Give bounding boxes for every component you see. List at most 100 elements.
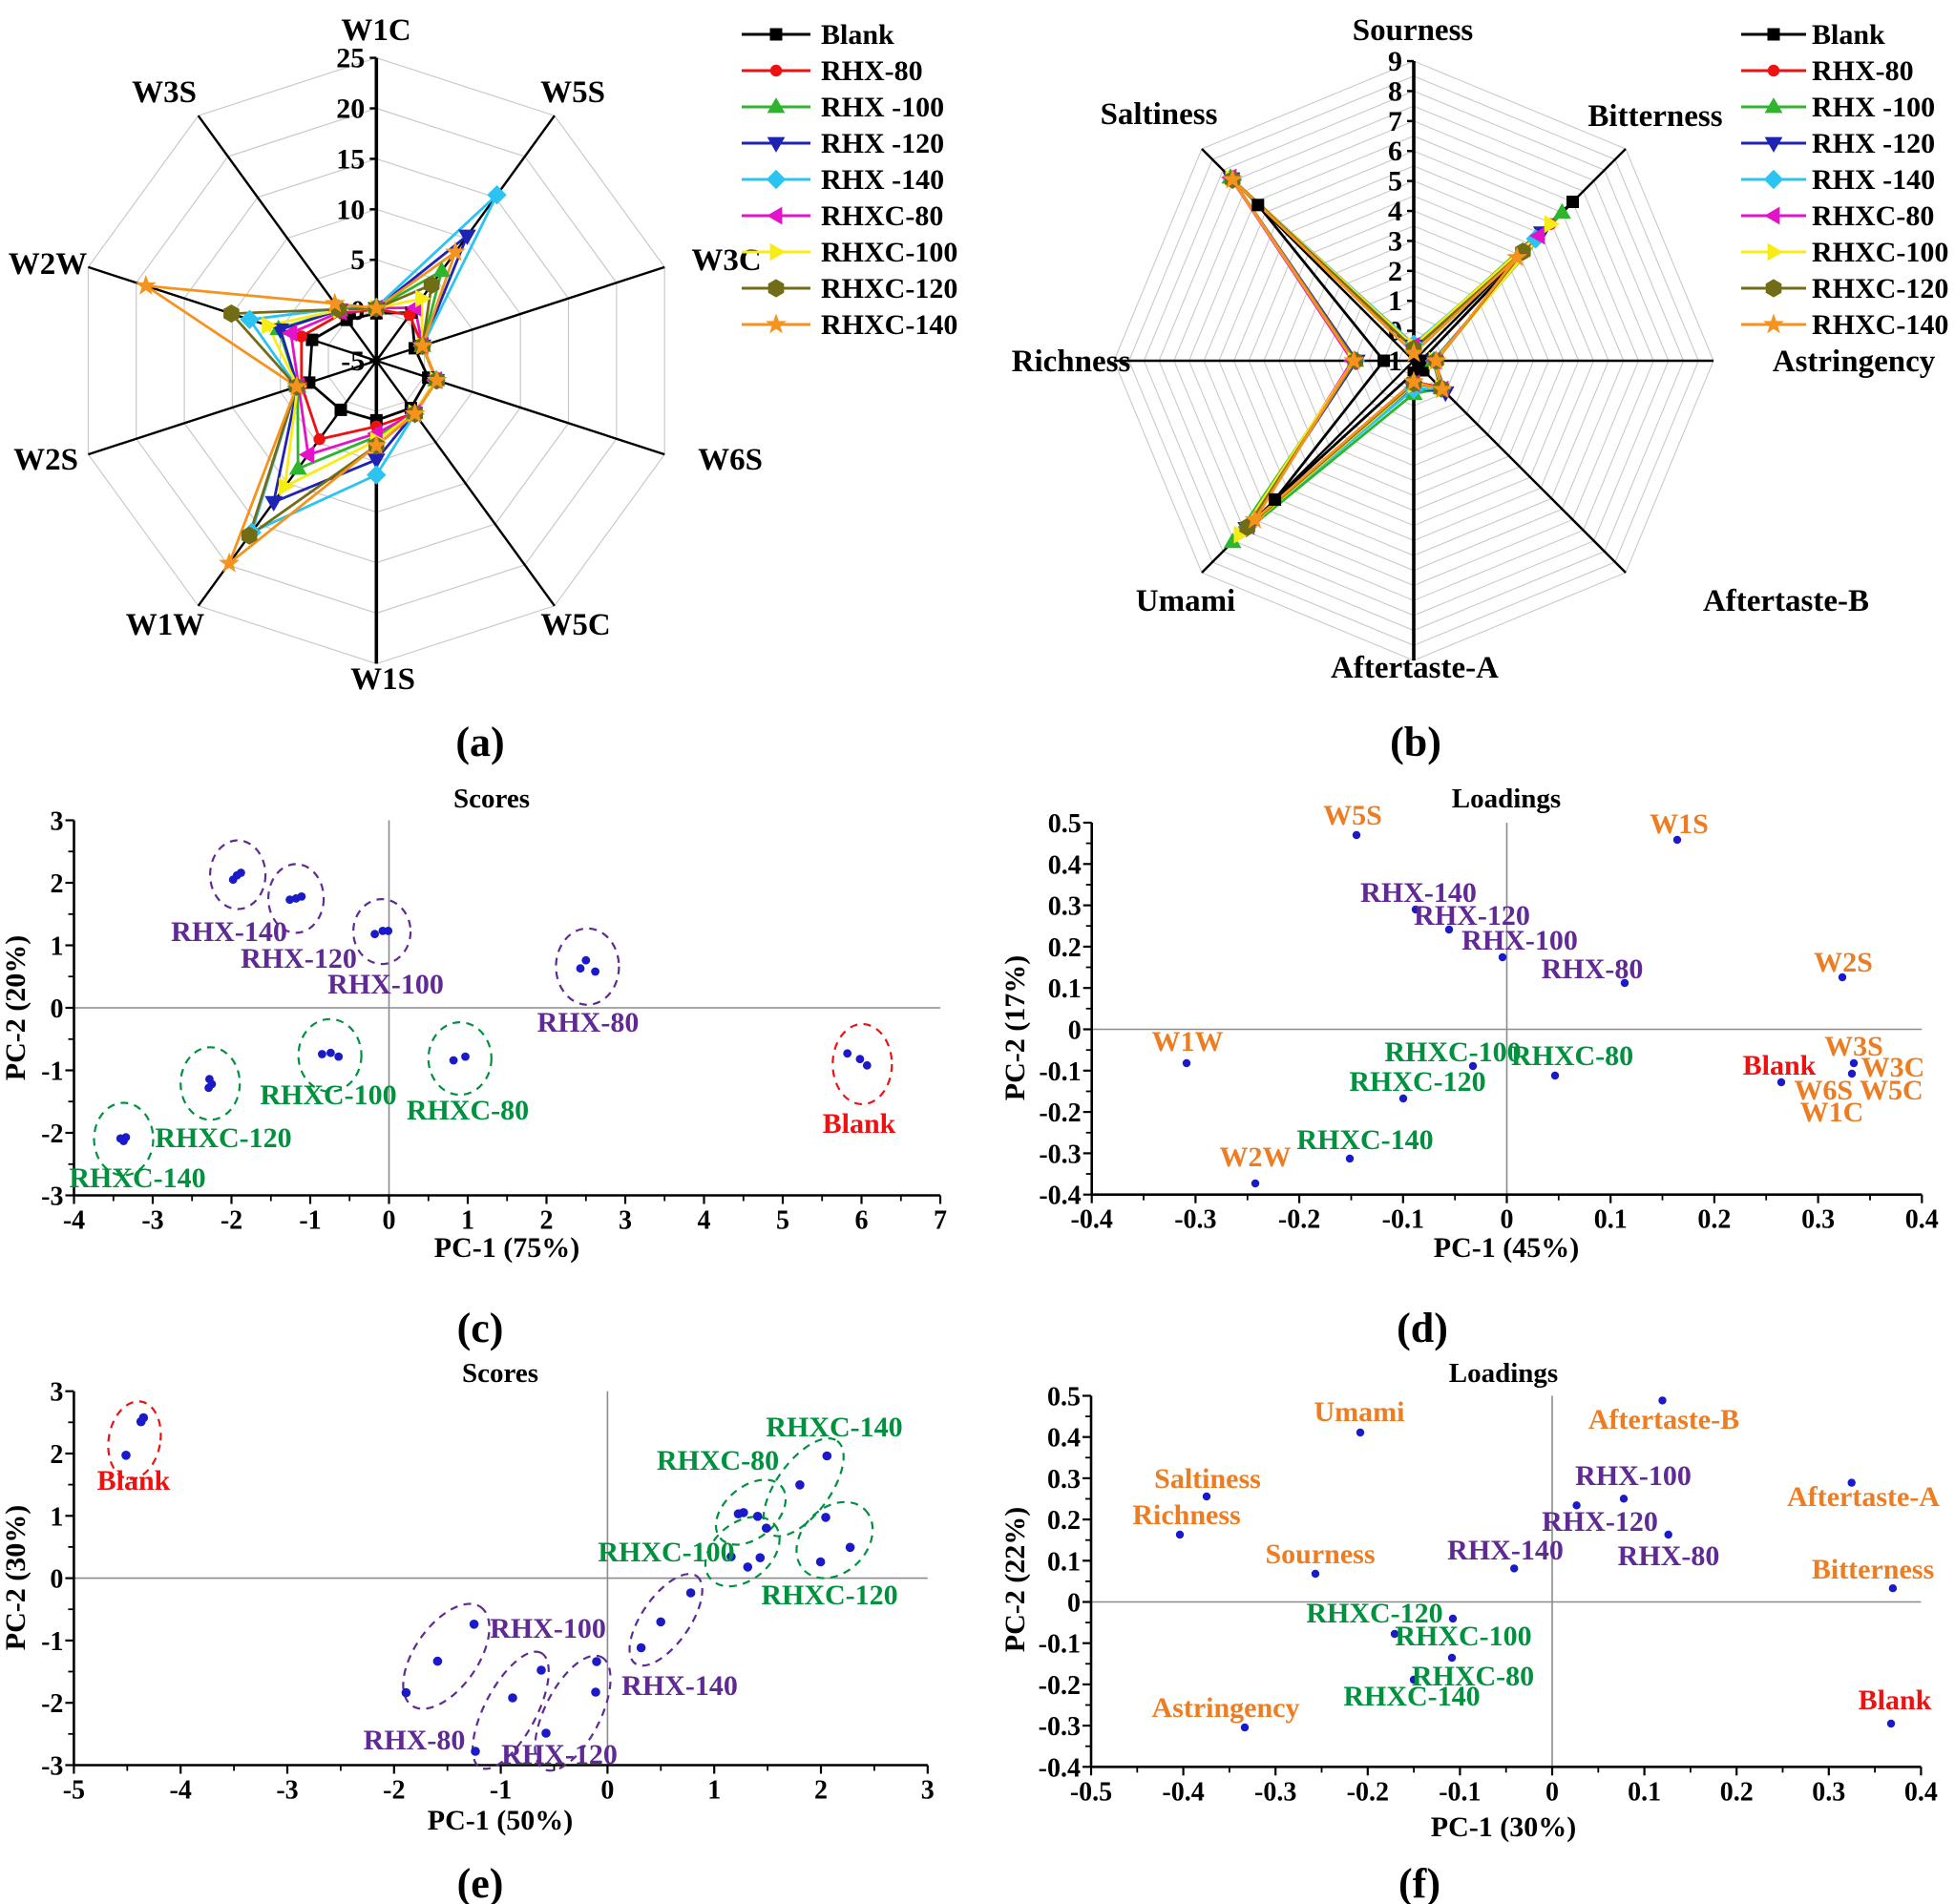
svg-text:-2: -2 [383, 1776, 405, 1806]
svg-text:PC-2 (20%): PC-2 (20%) [0, 935, 32, 1080]
svg-text:PC-1 (30%): PC-1 (30%) [1431, 1811, 1576, 1843]
svg-text:-3: -3 [41, 1182, 63, 1212]
svg-text:RHXC-120: RHXC-120 [1349, 1066, 1485, 1098]
svg-text:Astringency: Astringency [1152, 1692, 1300, 1724]
svg-text:RHXC-120: RHXC-120 [1812, 273, 1948, 304]
svg-text:5: 5 [776, 1206, 789, 1236]
svg-text:0.1: 0.1 [1594, 1205, 1628, 1235]
svg-text:(d): (d) [1397, 1305, 1448, 1351]
svg-text:0: 0 [1501, 1205, 1514, 1235]
svg-text:4: 4 [1388, 196, 1402, 227]
svg-text:0.4: 0.4 [1905, 1205, 1939, 1235]
svg-text:10: 10 [336, 194, 365, 225]
svg-text:0.4: 0.4 [1047, 1424, 1081, 1454]
svg-text:-1: -1 [490, 1776, 512, 1806]
svg-text:RHX -140: RHX -140 [1812, 164, 1935, 196]
svg-text:RHX-120: RHX-120 [501, 1739, 618, 1770]
svg-text:-0.4: -0.4 [1071, 1205, 1113, 1235]
svg-text:PC-1 (50%): PC-1 (50%) [428, 1805, 573, 1836]
svg-text:Sourness: Sourness [1353, 13, 1474, 48]
svg-text:RHX -100: RHX -100 [1812, 92, 1935, 123]
svg-text:Loadings: Loadings [1452, 784, 1561, 814]
svg-text:4: 4 [698, 1206, 711, 1236]
svg-text:RHX-120: RHX-120 [1542, 1506, 1658, 1538]
svg-text:0: 0 [51, 994, 64, 1024]
svg-text:0.2: 0.2 [1697, 1205, 1731, 1235]
svg-text:Richness: Richness [1012, 345, 1131, 379]
svg-text:-1: -1 [41, 1057, 63, 1087]
svg-text:0.1: 0.1 [1048, 974, 1082, 1004]
svg-text:8: 8 [1388, 75, 1402, 107]
svg-text:PC-2 (22%): PC-2 (22%) [999, 1507, 1031, 1652]
svg-text:W3S: W3S [1824, 1031, 1883, 1062]
svg-text:RHX-80: RHX-80 [1618, 1540, 1720, 1572]
svg-text:1: 1 [51, 932, 64, 962]
svg-text:W5C: W5C [540, 608, 610, 642]
svg-text:RHX-80: RHX-80 [821, 55, 923, 87]
svg-text:-0.3: -0.3 [1039, 1712, 1081, 1742]
svg-text:Blank: Blank [821, 19, 894, 51]
svg-text:(c): (c) [457, 1305, 504, 1351]
svg-text:Sourness: Sourness [1265, 1538, 1375, 1570]
svg-text:-5: -5 [63, 1776, 85, 1806]
svg-text:-0.1: -0.1 [1039, 1630, 1081, 1660]
svg-text:RHX-100: RHX-100 [1461, 925, 1578, 956]
svg-text:-0.3: -0.3 [1039, 1140, 1081, 1169]
svg-text:-0.3: -0.3 [1174, 1205, 1216, 1235]
svg-text:2: 2 [814, 1776, 828, 1806]
svg-text:2: 2 [51, 869, 64, 899]
svg-text:RHX-120: RHX-120 [241, 943, 357, 974]
svg-text:-5: -5 [341, 345, 365, 377]
svg-text:-4: -4 [63, 1206, 85, 1236]
svg-text:RHX-80: RHX-80 [537, 1007, 640, 1038]
svg-text:Aftertaste-B: Aftertaste-B [1588, 1404, 1739, 1435]
svg-text:RHXC-80: RHXC-80 [1812, 200, 1934, 232]
svg-text:7: 7 [934, 1206, 947, 1236]
svg-text:RHXC-140: RHXC-140 [1343, 1681, 1480, 1712]
svg-text:W6S: W6S [698, 443, 763, 477]
svg-text:RHX -100: RHX -100 [821, 92, 944, 123]
svg-text:RHXC-140: RHXC-140 [69, 1162, 205, 1194]
svg-text:RHX-120: RHX-120 [1414, 900, 1530, 931]
svg-text:(a): (a) [455, 719, 504, 765]
svg-text:RHXC-80: RHXC-80 [407, 1095, 529, 1126]
svg-text:RHX -120: RHX -120 [821, 128, 944, 159]
svg-text:3: 3 [619, 1206, 632, 1236]
svg-text:1: 1 [1388, 285, 1402, 317]
svg-text:-0.2: -0.2 [1347, 1777, 1389, 1807]
svg-text:Aftertaste-B: Aftertaste-B [1703, 584, 1869, 618]
svg-text:0.2: 0.2 [1720, 1777, 1754, 1807]
svg-text:3: 3 [1388, 225, 1402, 257]
svg-text:2: 2 [540, 1206, 554, 1236]
svg-text:W1W: W1W [126, 608, 205, 642]
svg-text:PC-1 (75%): PC-1 (75%) [434, 1232, 579, 1264]
svg-text:Umami: Umami [1136, 584, 1235, 618]
svg-text:RHXC-120: RHXC-120 [761, 1580, 897, 1611]
svg-text:W1C: W1C [1800, 1097, 1864, 1128]
svg-text:Astringency: Astringency [1773, 345, 1936, 379]
svg-text:RHX -120: RHX -120 [1812, 128, 1935, 159]
svg-text:PC-2 (30%): PC-2 (30%) [0, 1505, 32, 1650]
svg-text:0.3: 0.3 [1047, 1465, 1081, 1495]
svg-text:-0.2: -0.2 [1278, 1205, 1320, 1235]
svg-text:2: 2 [50, 1440, 63, 1470]
svg-text:RHXC-100: RHXC-100 [1384, 1036, 1521, 1068]
svg-text:W3S: W3S [132, 75, 197, 110]
svg-text:6: 6 [1388, 136, 1402, 167]
svg-text:RHX -140: RHX -140 [821, 164, 944, 196]
svg-text:0.1: 0.1 [1628, 1777, 1661, 1807]
svg-text:-0.4: -0.4 [1162, 1777, 1204, 1807]
svg-text:1: 1 [461, 1206, 474, 1236]
svg-text:-0.5: -0.5 [1070, 1777, 1112, 1807]
svg-text:0.4: 0.4 [1048, 850, 1082, 880]
svg-text:RHX-80: RHX-80 [1542, 953, 1644, 985]
svg-text:-0.4: -0.4 [1039, 1182, 1081, 1211]
svg-text:PC-2 (17%): PC-2 (17%) [999, 955, 1031, 1100]
svg-text:(e): (e) [457, 1860, 504, 1904]
svg-text:Aftertaste-A: Aftertaste-A [1331, 651, 1499, 685]
svg-text:Saltiness: Saltiness [1154, 1463, 1261, 1495]
svg-text:-3: -3 [276, 1776, 298, 1806]
svg-text:W5S: W5S [1323, 800, 1382, 831]
svg-text:-0.1: -0.1 [1039, 1057, 1081, 1087]
svg-text:3: 3 [51, 807, 64, 837]
